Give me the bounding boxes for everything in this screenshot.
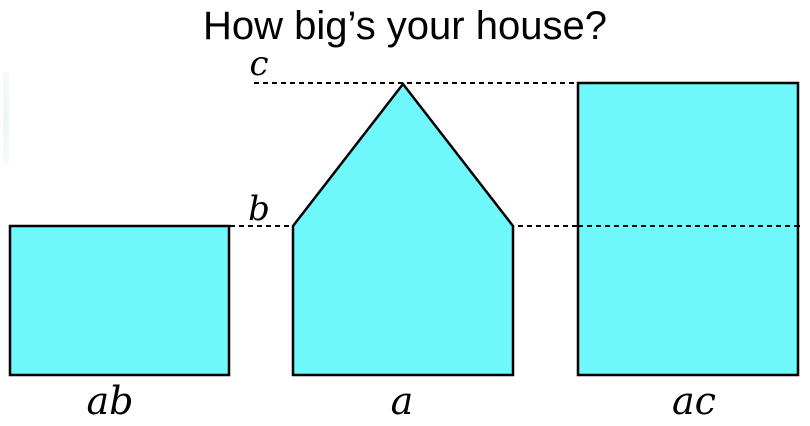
- faint-scan-mark: [3, 72, 9, 164]
- rectangle-ab: [8, 224, 231, 377]
- area-label-ac: ac: [672, 379, 716, 423]
- rectangle-ac: [576, 81, 800, 377]
- height-label-b: b: [248, 189, 270, 229]
- area-label-a: a: [391, 379, 414, 423]
- area-label-ab: ab: [87, 379, 134, 423]
- house-a: [291, 81, 515, 377]
- height-label-c: c: [249, 44, 268, 84]
- page-title: How big’s your house?: [203, 4, 607, 48]
